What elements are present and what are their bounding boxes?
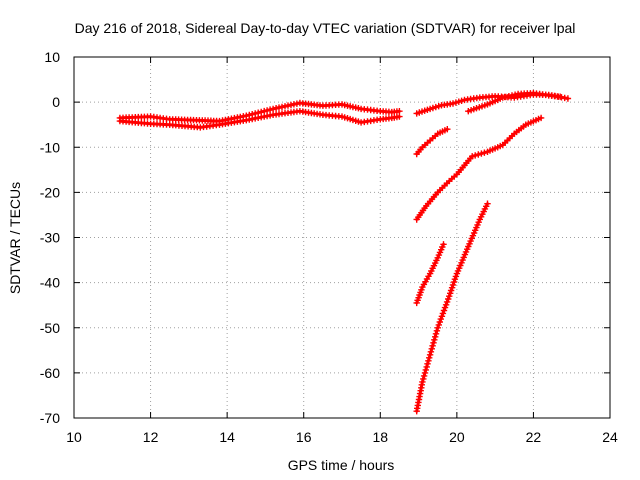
x-tick-label: 10: [66, 429, 82, 445]
data-point: [420, 375, 427, 383]
series-arc-c: [413, 126, 451, 158]
data-point: [432, 333, 439, 340]
data-point: [557, 93, 564, 100]
data-point: [484, 200, 491, 207]
data-point: [537, 114, 545, 122]
data-point: [396, 108, 403, 115]
data-point: [436, 318, 443, 326]
data-point: [443, 298, 451, 306]
data-point: [428, 345, 435, 352]
data-point: [432, 330, 440, 337]
data-point: [435, 321, 442, 329]
series-main-band-upper: [116, 99, 403, 125]
data-point: [478, 150, 485, 157]
x-tick-labels: 10 12 14 16 18 20 22 24: [66, 429, 618, 445]
x-axis-label: GPS time / hours: [288, 457, 395, 473]
series-main-band-lower: [116, 108, 403, 131]
data-point: [431, 336, 438, 343]
series-line: [415, 202, 489, 413]
data-point: [420, 372, 428, 380]
data-point: [426, 351, 434, 358]
y-tick-label: -70: [40, 410, 60, 426]
data-point: [458, 97, 465, 104]
data-point: [444, 126, 451, 133]
y-tick-label: 0: [52, 94, 60, 110]
data-point: [419, 378, 426, 386]
data-point: [440, 241, 447, 248]
data-point: [430, 339, 437, 346]
data-point: [564, 95, 572, 102]
data-point: [469, 153, 476, 160]
data-point: [434, 324, 441, 331]
data-point: [438, 313, 446, 320]
data-series: [116, 89, 572, 415]
data-point: [505, 93, 513, 100]
y-tick-labels: 10 0 -10 -20 -30 -40 -50 -60 -70: [40, 49, 60, 426]
data-point: [452, 99, 460, 106]
x-tick-label: 16: [296, 429, 312, 445]
data-point: [266, 106, 274, 113]
x-tick-label: 20: [449, 429, 465, 445]
y-tick-label: -20: [40, 184, 60, 200]
data-point: [481, 149, 488, 156]
data-point: [446, 293, 453, 300]
y-axis-label: SDTVAR / TECUs: [7, 182, 23, 294]
data-point: [449, 100, 457, 107]
data-point: [422, 366, 429, 374]
data-point: [450, 278, 458, 286]
data-point: [421, 369, 429, 377]
data-point: [425, 357, 432, 364]
data-point: [508, 92, 516, 99]
y-tick-label: -40: [40, 275, 60, 291]
y-tick-label: -50: [40, 320, 60, 336]
data-point: [472, 152, 479, 159]
x-tick-label: 24: [602, 429, 618, 445]
data-point: [426, 354, 433, 361]
data-point: [429, 342, 436, 349]
y-tick-label: -30: [40, 230, 60, 246]
data-point: [475, 151, 482, 158]
data-point: [263, 107, 271, 114]
data-point: [269, 105, 277, 113]
y-tick-label: -10: [40, 139, 60, 155]
data-point: [429, 104, 437, 112]
data-point: [439, 310, 447, 317]
data-point: [432, 103, 439, 111]
y-tick-label: -60: [40, 365, 60, 381]
grid: [74, 57, 610, 418]
data-point: [281, 103, 289, 110]
data-point: [424, 360, 431, 367]
data-point: [396, 113, 403, 120]
x-tick-label: 22: [526, 429, 542, 445]
data-point: [433, 327, 441, 334]
x-tick-label: 14: [219, 429, 235, 445]
x-tick-label: 12: [143, 429, 159, 445]
data-point: [440, 307, 448, 314]
data-point: [502, 93, 510, 101]
series-arc-e: [413, 241, 447, 307]
y-tick-label: 10: [44, 49, 60, 65]
chart-title: Day 216 of 2018, Sidereal Day-to-day VTE…: [75, 20, 576, 36]
axis-ticks: [73, 56, 611, 419]
data-point: [423, 363, 430, 371]
series-arc-d: [413, 114, 545, 223]
series-arc-f: [413, 200, 491, 415]
data-point: [427, 348, 435, 355]
x-tick-label: 18: [372, 429, 388, 445]
data-point: [442, 301, 450, 308]
series-arc-b: [465, 89, 564, 115]
